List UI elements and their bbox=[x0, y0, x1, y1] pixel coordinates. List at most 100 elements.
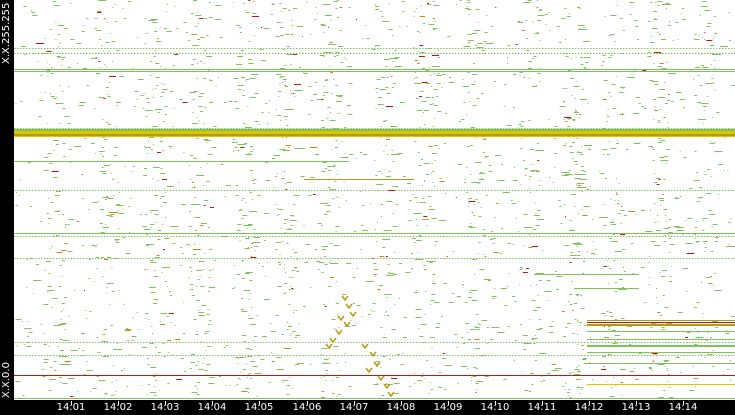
scan-dot bbox=[209, 320, 212, 321]
scan-dot bbox=[457, 164, 463, 165]
scan-dot bbox=[241, 298, 243, 299]
scan-row-dot bbox=[602, 128, 604, 129]
scan-dot bbox=[189, 267, 192, 268]
scan-dot bbox=[310, 34, 312, 35]
scan-dot bbox=[438, 387, 442, 388]
scan-dot bbox=[539, 180, 541, 181]
scan-dot bbox=[669, 244, 675, 245]
scan-dot bbox=[638, 353, 642, 354]
scan-dot bbox=[58, 25, 64, 26]
scan-dot bbox=[386, 274, 388, 275]
scan-dot bbox=[539, 81, 541, 82]
scan-dot bbox=[59, 339, 63, 340]
scan-row-dot bbox=[23, 258, 25, 259]
scan-dot bbox=[500, 288, 507, 289]
scan-row-dot bbox=[608, 48, 610, 49]
scan-row-dot bbox=[125, 355, 127, 356]
scan-dot bbox=[195, 286, 197, 287]
scan-row-dot bbox=[326, 258, 328, 259]
scan-row-dot bbox=[356, 236, 358, 237]
scan-dot bbox=[102, 167, 104, 168]
scan-row-dot bbox=[296, 236, 298, 237]
scan-row-dot bbox=[68, 190, 70, 191]
scan-dot bbox=[192, 249, 201, 250]
scan-dot bbox=[277, 208, 279, 209]
scan-row-dot bbox=[227, 190, 229, 191]
scan-row-dot bbox=[713, 258, 715, 259]
scan-dot bbox=[110, 214, 115, 215]
scan-row-dot bbox=[314, 53, 316, 54]
scan-dot bbox=[40, 324, 42, 325]
scan-dot bbox=[465, 323, 470, 324]
scan-row-dot bbox=[107, 48, 109, 49]
scan-dot bbox=[336, 0, 339, 1]
scan-row-dot bbox=[581, 53, 583, 54]
scan-row-dot bbox=[86, 236, 88, 237]
scan-row-dot bbox=[224, 53, 226, 54]
scan-row-dot bbox=[401, 128, 403, 129]
scan-row-dot bbox=[197, 48, 199, 49]
scan-row-dot bbox=[335, 48, 337, 49]
scan-row-dot bbox=[536, 190, 538, 191]
scan-dot bbox=[424, 124, 425, 125]
scan-row-dot bbox=[698, 48, 700, 49]
scan-row-dot bbox=[365, 48, 367, 49]
scan-row-dot bbox=[629, 236, 631, 237]
scan-row-dot bbox=[89, 128, 91, 129]
scan-row-dot bbox=[563, 190, 565, 191]
scan-dot bbox=[582, 191, 583, 192]
scan-row-dot bbox=[695, 342, 697, 343]
scan-row-dot bbox=[683, 190, 685, 191]
scan-dot bbox=[390, 126, 398, 127]
scan-row-dot bbox=[545, 342, 547, 343]
scan-row-dot bbox=[704, 48, 706, 49]
scan-row-dot bbox=[602, 48, 604, 49]
scan-row-dot bbox=[146, 128, 148, 129]
scan-row-dot bbox=[635, 53, 637, 54]
scan-row-dot bbox=[668, 236, 670, 237]
scan-dot bbox=[539, 328, 543, 329]
scan-row-dot bbox=[218, 190, 220, 191]
scan-dot bbox=[561, 311, 565, 312]
scan-dot bbox=[728, 222, 731, 223]
scan-dot bbox=[469, 101, 471, 102]
scan-dot bbox=[649, 256, 650, 257]
scan-row-dot bbox=[686, 128, 688, 129]
scan-row-dot bbox=[44, 128, 46, 129]
scan-dot bbox=[61, 59, 64, 60]
scan-row-dot bbox=[275, 53, 277, 54]
scan-row-dot bbox=[296, 53, 298, 54]
scan-row-dot bbox=[560, 53, 562, 54]
scan-row-dot bbox=[230, 48, 232, 49]
scan-dot bbox=[531, 86, 537, 87]
scan-row-dot bbox=[449, 258, 451, 259]
scan-dot bbox=[194, 197, 197, 198]
scan-dot bbox=[396, 354, 400, 355]
scan-dot bbox=[660, 200, 664, 201]
scan-dot bbox=[694, 95, 698, 96]
scan-dot bbox=[116, 205, 124, 206]
scan-row-dot bbox=[254, 342, 256, 343]
scan-dot bbox=[425, 70, 427, 71]
scan-row-dot bbox=[596, 128, 598, 129]
scan-dot bbox=[155, 77, 160, 78]
scan-row-dot bbox=[215, 342, 217, 343]
scan-dot bbox=[112, 7, 114, 8]
scan-dot bbox=[316, 13, 318, 14]
scan-row-dot bbox=[695, 355, 697, 356]
scan-dot bbox=[208, 17, 213, 18]
scan-dot bbox=[103, 98, 106, 99]
scan-dot bbox=[682, 107, 685, 108]
scan-dot bbox=[250, 293, 251, 294]
scan-dot bbox=[439, 178, 442, 179]
scan-row-dot bbox=[716, 190, 718, 191]
scan-row-dot bbox=[14, 236, 16, 237]
scan-row-dot bbox=[44, 53, 46, 54]
scan-dot bbox=[279, 149, 286, 150]
scan-row-dot bbox=[224, 258, 226, 259]
traffic-plot[interactable] bbox=[14, 0, 735, 400]
scan-row-dot bbox=[209, 355, 211, 356]
scan-dot bbox=[294, 93, 296, 94]
scan-dot bbox=[420, 324, 427, 325]
scan-row-dot bbox=[302, 53, 304, 54]
